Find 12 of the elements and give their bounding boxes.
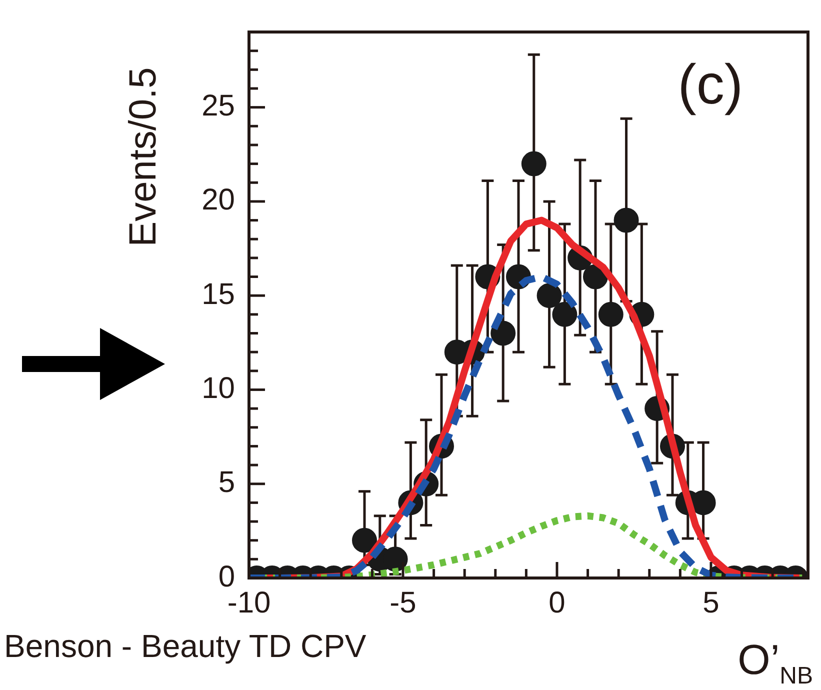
x-tick-label: -5: [390, 586, 416, 620]
y-axis-title: Events/0.5: [122, 67, 164, 247]
x-tick-label: 0: [548, 586, 566, 620]
y-tick-label: 25: [202, 90, 235, 123]
x-axis-title: O’$_{NB}$: [738, 636, 813, 690]
text: Benson - Beauty TD CPV: [4, 628, 366, 665]
chart-title: (c): [678, 52, 743, 116]
y-tick-label: 5: [218, 466, 235, 500]
y-tick-label: 20: [202, 184, 235, 217]
y-tick-label: 15: [202, 278, 235, 311]
x-tick-label: 5: [702, 586, 720, 620]
y-tick-label: 10: [202, 372, 235, 405]
